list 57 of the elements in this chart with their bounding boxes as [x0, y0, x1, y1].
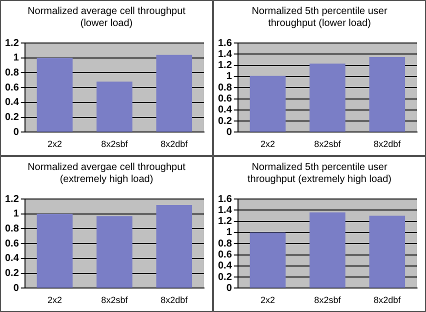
y-tick-label: 1.6	[218, 194, 232, 205]
y-tick-label: 1.6	[218, 38, 232, 49]
bar	[310, 64, 346, 132]
y-tick-label: 0.6	[4, 238, 20, 250]
x-tick-label: 8x2dbf	[374, 139, 402, 150]
y-tick-label: 0.2	[218, 116, 232, 127]
y-tick-label: 1.4	[218, 204, 232, 216]
x-tick-label: 8x2dbf	[374, 295, 402, 306]
y-tick-label: 0.2	[4, 112, 20, 124]
x-tick-label: 2x2	[47, 139, 62, 150]
y-tick-label: 0	[226, 126, 232, 138]
bar	[250, 76, 286, 132]
x-tick-label: 8x2dbf	[160, 139, 188, 150]
y-tick-label: 1.2	[4, 194, 20, 205]
y-tick-label: 0.8	[4, 67, 20, 78]
bar	[36, 58, 73, 132]
y-tick-label: 0.4	[4, 97, 20, 108]
y-tick-label: 0.4	[218, 260, 232, 272]
y-tick-label: 1	[226, 71, 232, 82]
y-tick-label: 0.2	[4, 268, 20, 280]
y-tick-label: 0	[226, 282, 232, 294]
y-tick-label: 1	[13, 208, 20, 220]
y-tick-label: 0.6	[218, 250, 232, 260]
x-tick-label: 8x2sbf	[314, 139, 342, 150]
y-tick-label: 0.8	[4, 223, 20, 234]
chart-title: Normalized 5th percentile user throughput (lower load)	[250, 5, 388, 31]
x-tick-label: 2x2	[260, 139, 276, 150]
bar	[369, 56, 406, 132]
x-tick-label: 2x2	[260, 295, 276, 306]
y-tick-label: 1	[13, 52, 20, 64]
y-tick-label: 0.4	[4, 253, 20, 264]
chart-title: Normalized 5th percentile user throughput (extremely high load)	[246, 161, 392, 187]
y-tick-label: 0.6	[218, 94, 232, 104]
y-tick-label: 0.6	[4, 82, 20, 94]
bar	[369, 216, 406, 288]
y-tick-label: 0	[13, 282, 20, 294]
bar	[96, 82, 132, 132]
x-tick-label: 8x2sbf	[101, 295, 128, 306]
x-tick-label: 8x2dbf	[160, 295, 188, 306]
y-tick-label: 0	[13, 126, 20, 138]
y-tick-label: 0.8	[218, 82, 232, 94]
y-tick-label: 1.2	[4, 38, 20, 49]
y-tick-label: 1.2	[218, 216, 232, 228]
y-tick-label: 1.4	[218, 48, 232, 60]
chart-title: Normalized avergae cell throughput (extremely high load)	[26, 161, 186, 187]
y-tick-label: 0.8	[218, 238, 232, 250]
y-tick-label: 1.2	[218, 60, 232, 72]
x-tick-label: 8x2sbf	[314, 295, 342, 306]
x-tick-label: 8x2sbf	[101, 139, 128, 150]
bar	[310, 212, 346, 288]
y-tick-label: 0.2	[218, 272, 232, 283]
y-tick-label: 0.4	[218, 104, 232, 116]
x-tick-label: 2x2	[47, 295, 62, 306]
bar	[250, 232, 286, 288]
bar	[156, 54, 192, 132]
chart-title: Normalized average cell throughput (lower load)	[26, 5, 186, 31]
y-tick-label: 1	[226, 227, 232, 238]
